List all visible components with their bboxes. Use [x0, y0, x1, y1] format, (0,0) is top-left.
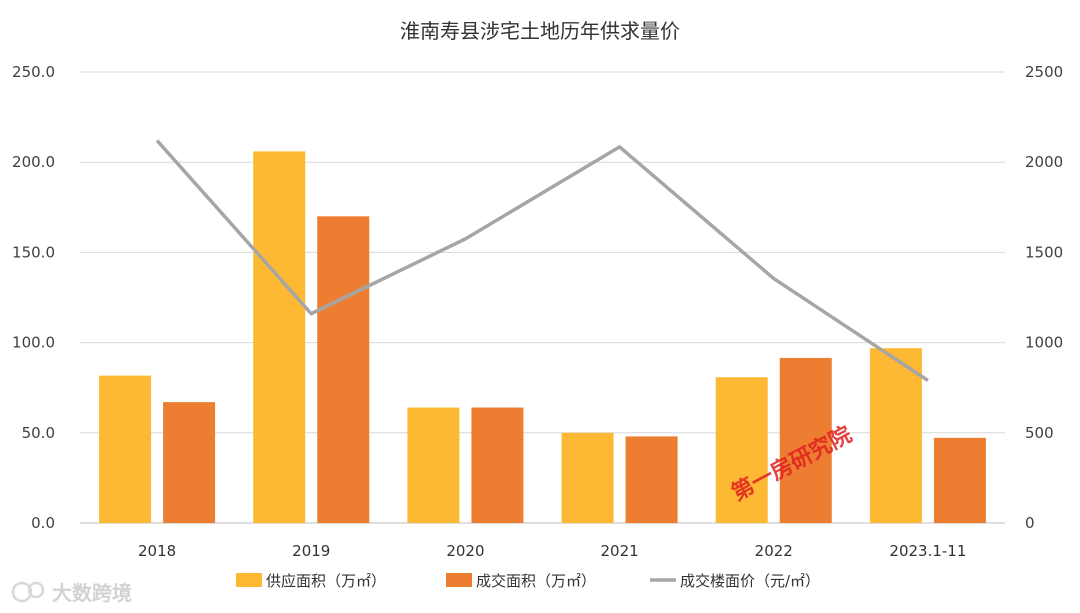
deal-bar: [163, 402, 216, 523]
left-tick-label: 100.0: [12, 334, 55, 352]
price-line-path: [155, 139, 929, 382]
right-tick-label: 2500: [1025, 63, 1063, 81]
left-tick-label: 0.0: [31, 514, 55, 532]
supply-bar: [253, 151, 306, 523]
category-label: 2022: [755, 542, 793, 560]
chart-title: 淮南寿县涉宅土地历年供求量价: [400, 19, 680, 43]
left-tick-label: 50.0: [22, 424, 55, 442]
legend-swatch: [236, 573, 262, 587]
supply-bar: [99, 375, 152, 523]
left-axis: 0.0 50.0 100.0 150.0 200.0 250.0: [12, 63, 55, 532]
deal-bar: [933, 437, 986, 523]
corner-watermark: 大数跨境: [11, 581, 132, 605]
deal-bar: [779, 357, 832, 523]
legend-label: 成交楼面价（元/㎡）: [680, 572, 820, 590]
right-tick-label: 1500: [1025, 243, 1063, 261]
gridlines: [80, 71, 1005, 524]
right-axis: 0 500 1000 1500 2000 2500: [1025, 63, 1063, 532]
category-label: 2023.1-11: [889, 542, 966, 560]
right-tick-label: 2000: [1025, 153, 1063, 171]
left-tick-label: 200.0: [12, 153, 55, 171]
category-axis: 2018 2019 2020 2021 2022 2023.1-11: [138, 542, 966, 560]
category-label: 2020: [446, 542, 484, 560]
supply-bar: [561, 432, 614, 523]
category-label: 2018: [138, 542, 176, 560]
bars: [99, 151, 986, 523]
left-tick-label: 250.0: [12, 63, 55, 81]
legend-label: 成交面积（万㎡）: [476, 572, 596, 590]
left-tick-label: 150.0: [12, 243, 55, 261]
right-tick-label: 0: [1025, 514, 1035, 532]
deal-bar: [625, 436, 678, 523]
category-label: 2019: [292, 542, 330, 560]
price-line: [155, 139, 929, 382]
watermark-corner-text: 大数跨境: [52, 581, 132, 605]
legend-label: 供应面积（万㎡）: [266, 572, 386, 590]
right-tick-label: 500: [1025, 424, 1054, 442]
supply-bar: [715, 377, 768, 523]
legend-swatch: [446, 573, 472, 587]
deal-bar: [471, 407, 524, 523]
category-label: 2021: [600, 542, 638, 560]
supply-bar: [869, 348, 922, 523]
supply-bar: [407, 407, 460, 523]
deal-bar: [317, 216, 370, 523]
watermark-logo-icon: [11, 581, 45, 603]
right-tick-label: 1000: [1025, 334, 1063, 352]
legend: 供应面积（万㎡） 成交面积（万㎡） 成交楼面价（元/㎡）: [236, 572, 820, 590]
